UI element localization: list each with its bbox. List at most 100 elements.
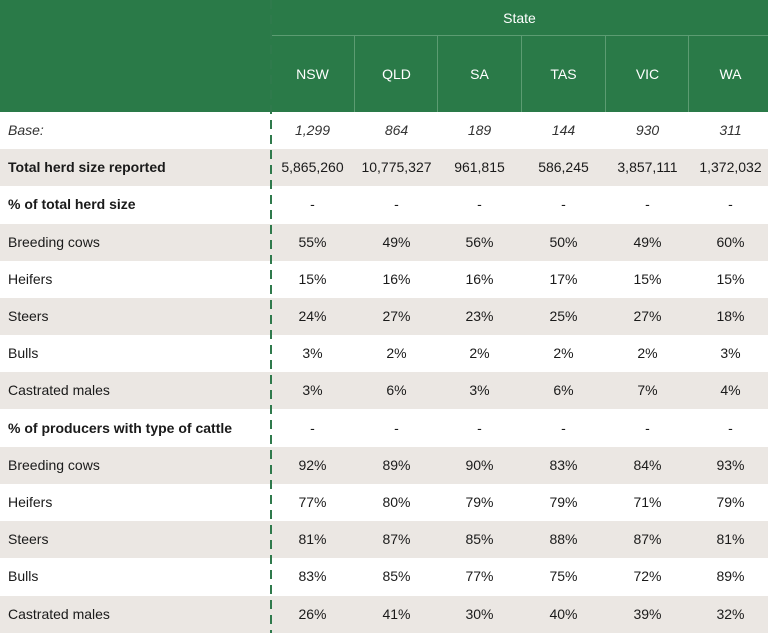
table-cell: 27% bbox=[633, 308, 662, 324]
table-cell: 77% bbox=[298, 494, 327, 510]
table-cell: 10,775,327 bbox=[361, 159, 432, 176]
table-cell: 2% bbox=[637, 345, 658, 362]
table-cell: 92% bbox=[298, 456, 327, 473]
table-cell: 17% bbox=[549, 270, 578, 287]
table-cell: 84% bbox=[633, 456, 662, 473]
table-cell: - bbox=[477, 419, 482, 436]
table-cell: - bbox=[561, 419, 566, 436]
table-cell: 80% bbox=[382, 494, 411, 510]
table-cell: 83% bbox=[298, 568, 327, 585]
table-row: Bulls 83% 85% 77% 75% 72% 89% bbox=[0, 558, 768, 595]
dashed-divider bbox=[270, 0, 272, 633]
table-cell: 83% bbox=[549, 456, 578, 473]
table-row: Breeding cows 92% 89% 90% 83% 84% 93% bbox=[0, 446, 768, 484]
table-cell: 2% bbox=[553, 345, 574, 362]
table-row: Bulls 3% 2% 2% 2% 2% 3% bbox=[0, 335, 768, 372]
column-header-separator bbox=[354, 36, 355, 112]
row-label: Breeding cows bbox=[8, 233, 100, 250]
table-cell: 5,865,260 bbox=[281, 159, 344, 176]
row-label: Heifers bbox=[8, 494, 53, 510]
table-cell: 15% bbox=[633, 270, 662, 287]
table-cell: - bbox=[394, 196, 399, 213]
column-header-1: QLD bbox=[382, 66, 411, 82]
row-label: Total herd size reported bbox=[8, 159, 166, 176]
row-label: % of total herd size bbox=[8, 196, 136, 213]
table-cell: - bbox=[310, 419, 315, 436]
table-cell: 85% bbox=[465, 531, 494, 548]
table-cell: 25% bbox=[549, 308, 578, 324]
table-cell: 32% bbox=[716, 605, 745, 622]
table-cell: 85% bbox=[382, 568, 411, 585]
table-cell: 2% bbox=[386, 345, 407, 362]
table-cell: 16% bbox=[465, 270, 494, 287]
column-header-0: NSW bbox=[296, 66, 329, 82]
table-cell: 1,299 bbox=[294, 122, 331, 138]
table-row: Steers 24% 27% 23% 25% 27% 18% bbox=[0, 298, 768, 335]
table-cell: 49% bbox=[382, 233, 411, 250]
table-cell: 89% bbox=[716, 568, 745, 585]
table-cell: 60% bbox=[716, 233, 745, 250]
table-cell: 72% bbox=[633, 568, 662, 585]
table-cell: 81% bbox=[716, 531, 745, 548]
table-cell: 930 bbox=[635, 122, 660, 138]
row-label: Base: bbox=[8, 122, 44, 138]
table-cell: 88% bbox=[549, 531, 578, 548]
column-header-separator bbox=[688, 36, 689, 112]
table-cell: - bbox=[728, 196, 733, 213]
table-cell: 586,245 bbox=[538, 159, 589, 176]
table-cell: - bbox=[477, 196, 482, 213]
table-row: Base: 1,299 864 189 144 930 311 bbox=[0, 112, 768, 149]
table-cell: 15% bbox=[298, 270, 327, 287]
table-cell: 189 bbox=[467, 122, 492, 138]
table-cell: 18% bbox=[716, 308, 745, 324]
table-cell: 16% bbox=[382, 270, 411, 287]
header-columns-band bbox=[0, 36, 768, 112]
table-cell: 79% bbox=[465, 494, 494, 510]
table-cell: 93% bbox=[716, 456, 745, 473]
table-cell: 79% bbox=[716, 494, 745, 510]
column-header-2: SA bbox=[470, 66, 489, 82]
table-cell: 3% bbox=[302, 345, 323, 362]
header-group-band bbox=[0, 0, 768, 36]
table-cell: 50% bbox=[549, 233, 578, 250]
table-cell: 961,815 bbox=[454, 159, 505, 176]
column-header-separator bbox=[605, 36, 606, 112]
table-cell: 55% bbox=[298, 233, 327, 250]
table-cell: - bbox=[645, 196, 650, 213]
table-cell: - bbox=[645, 419, 650, 436]
row-label: Bulls bbox=[8, 568, 39, 585]
table-row: Total herd size reported 5,865,260 10,775,… bbox=[0, 149, 768, 187]
row-label: Heifers bbox=[8, 270, 53, 287]
table-cell: 1,372,032 bbox=[699, 159, 762, 176]
row-label: Steers bbox=[8, 531, 49, 548]
table-row: Heifers 15% 16% 16% 17% 15% 15% bbox=[0, 261, 768, 298]
row-label: Castrated males bbox=[8, 382, 110, 399]
table-cell: 864 bbox=[384, 122, 409, 138]
table-cell: 311 bbox=[719, 122, 742, 138]
table-cell: 4% bbox=[720, 382, 741, 399]
column-header-separator bbox=[437, 36, 438, 112]
table-cell: 3,857,111 bbox=[617, 159, 678, 176]
table-cell: 15% bbox=[716, 270, 745, 287]
table-cell: 7% bbox=[637, 382, 658, 399]
column-header-4: VIC bbox=[635, 66, 660, 82]
table-cell: 79% bbox=[549, 494, 578, 510]
table-cell: 3% bbox=[720, 345, 741, 362]
table-cell: 56% bbox=[465, 233, 494, 250]
table-cell: 24% bbox=[298, 308, 327, 324]
table-cell: - bbox=[561, 196, 566, 213]
table-cell: 30% bbox=[465, 605, 494, 622]
table-cell: 6% bbox=[386, 382, 407, 399]
row-label: Breeding cows bbox=[8, 456, 100, 473]
table-cell: - bbox=[728, 419, 733, 436]
column-header-5: WA bbox=[719, 66, 742, 82]
table-cell: 2% bbox=[469, 345, 490, 362]
table-row: % of total herd size - - - - - - bbox=[0, 186, 768, 223]
row-label: Castrated males bbox=[8, 605, 110, 622]
table-cell: 40% bbox=[549, 605, 578, 622]
table-cell: 6% bbox=[553, 382, 574, 399]
table-row: Heifers 77% 80% 79% 79% 71% 79% bbox=[0, 484, 768, 521]
table-row: Breeding cows 55% 49% 56% 50% 49% 60% bbox=[0, 223, 768, 261]
table-cell: 41% bbox=[382, 605, 411, 622]
table-cell: 87% bbox=[382, 531, 411, 548]
